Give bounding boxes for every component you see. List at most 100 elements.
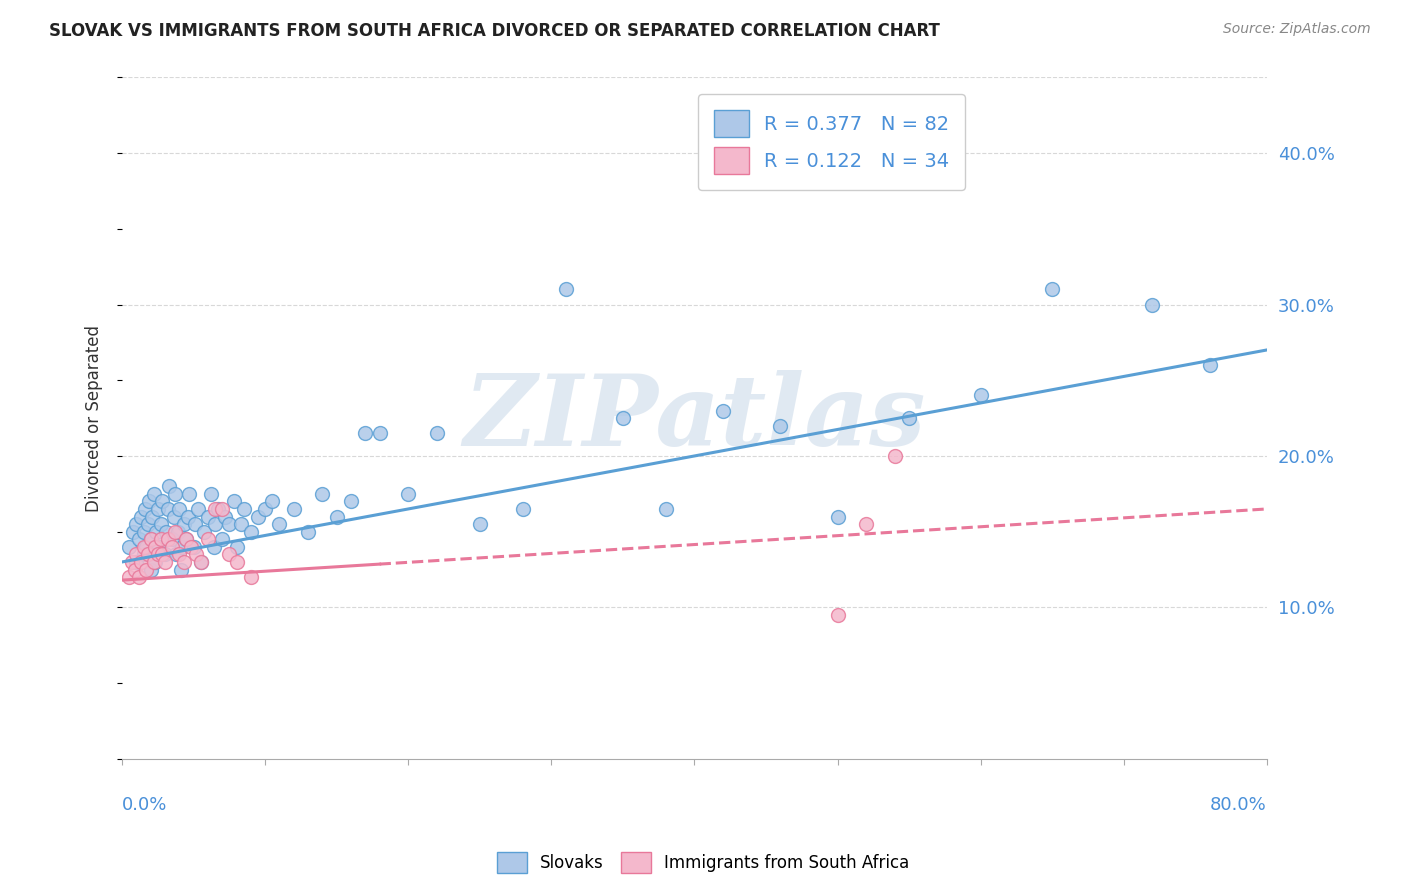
- Point: [139, 562, 162, 576]
- Point: [180, 540, 202, 554]
- Point: [187, 502, 209, 516]
- Point: [218, 517, 240, 532]
- Point: [200, 487, 222, 501]
- Point: [148, 540, 170, 554]
- Point: [139, 533, 162, 547]
- Point: [218, 548, 240, 562]
- Point: [149, 517, 172, 532]
- Point: [769, 418, 792, 433]
- Point: [211, 502, 233, 516]
- Point: [176, 533, 198, 547]
- Point: [225, 540, 247, 554]
- Point: [176, 533, 198, 547]
- Point: [1198, 358, 1220, 372]
- Point: [262, 494, 284, 508]
- Point: [132, 548, 155, 562]
- Point: [232, 502, 254, 516]
- Point: [156, 533, 179, 547]
- Point: [186, 548, 208, 562]
- Point: [125, 555, 148, 569]
- Point: [162, 509, 184, 524]
- Legend: R = 0.377   N = 82, R = 0.122   N = 34: R = 0.377 N = 82, R = 0.122 N = 34: [699, 94, 965, 190]
- Point: [153, 548, 176, 562]
- Point: [142, 555, 165, 569]
- Point: [125, 517, 148, 532]
- Point: [554, 282, 576, 296]
- Point: [136, 548, 159, 562]
- Text: SLOVAK VS IMMIGRANTS FROM SOUTH AFRICA DIVORCED OR SEPARATED CORRELATION CHART: SLOVAK VS IMMIGRANTS FROM SOUTH AFRICA D…: [49, 22, 941, 40]
- Point: [207, 502, 229, 516]
- Point: [204, 517, 226, 532]
- Point: [239, 524, 262, 539]
- Point: [129, 555, 152, 569]
- Point: [239, 570, 262, 584]
- Point: [1040, 282, 1063, 296]
- Point: [136, 517, 159, 532]
- Point: [135, 540, 157, 554]
- Text: 0.0%: 0.0%: [122, 797, 167, 814]
- Point: [121, 555, 143, 569]
- Point: [1142, 297, 1164, 311]
- Point: [139, 533, 162, 547]
- Point: [124, 562, 146, 576]
- Point: [827, 607, 849, 622]
- Point: [155, 524, 177, 539]
- Point: [134, 502, 156, 516]
- Point: [142, 487, 165, 501]
- Point: [197, 509, 219, 524]
- Point: [166, 524, 188, 539]
- Point: [150, 548, 173, 562]
- Point: [222, 494, 245, 508]
- Point: [128, 533, 150, 547]
- Point: [169, 502, 191, 516]
- Point: [145, 524, 167, 539]
- Point: [211, 533, 233, 547]
- Point: [129, 509, 152, 524]
- Point: [229, 517, 252, 532]
- Point: [118, 540, 141, 554]
- Point: [173, 555, 195, 569]
- Point: [254, 502, 277, 516]
- Point: [711, 403, 734, 417]
- Point: [396, 487, 419, 501]
- Point: [138, 494, 160, 508]
- Text: ZIPatlas: ZIPatlas: [463, 370, 925, 467]
- Point: [149, 533, 172, 547]
- Text: Source: ZipAtlas.com: Source: ZipAtlas.com: [1223, 22, 1371, 37]
- Y-axis label: Divorced or Separated: Divorced or Separated: [86, 325, 103, 512]
- Point: [190, 555, 212, 569]
- Point: [146, 502, 169, 516]
- Point: [269, 517, 291, 532]
- Point: [132, 524, 155, 539]
- Point: [969, 388, 991, 402]
- Point: [468, 517, 491, 532]
- Point: [246, 509, 269, 524]
- Point: [135, 562, 157, 576]
- Point: [172, 540, 194, 554]
- Point: [165, 548, 187, 562]
- Point: [190, 555, 212, 569]
- Point: [179, 487, 201, 501]
- Point: [283, 502, 305, 516]
- Point: [160, 540, 183, 554]
- Point: [156, 502, 179, 516]
- Point: [184, 517, 207, 532]
- Point: [118, 570, 141, 584]
- Point: [354, 426, 377, 441]
- Point: [173, 517, 195, 532]
- Point: [143, 555, 166, 569]
- Point: [898, 411, 921, 425]
- Point: [655, 502, 678, 516]
- Point: [202, 540, 225, 554]
- Point: [125, 548, 148, 562]
- Legend: Slovaks, Immigrants from South Africa: Slovaks, Immigrants from South Africa: [491, 846, 915, 880]
- Point: [170, 562, 193, 576]
- Text: 80.0%: 80.0%: [1211, 797, 1267, 814]
- Point: [157, 479, 180, 493]
- Point: [325, 509, 347, 524]
- Point: [827, 509, 849, 524]
- Point: [193, 524, 215, 539]
- Point: [122, 524, 145, 539]
- Point: [143, 540, 166, 554]
- Point: [214, 509, 236, 524]
